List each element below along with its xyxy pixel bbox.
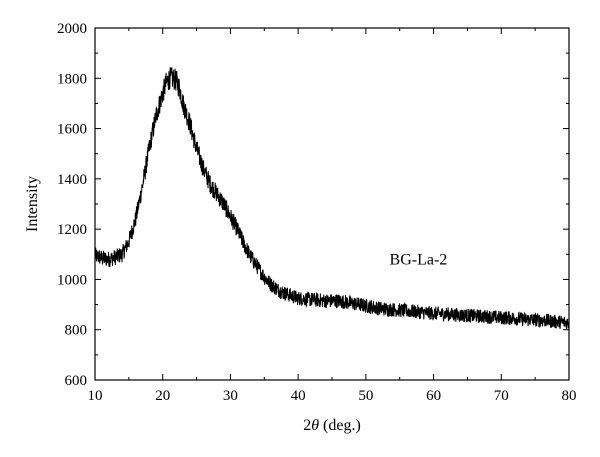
x-tick-labels: 10 20 30 40 50 60 70 80 <box>88 388 577 404</box>
x-tick-label: 80 <box>562 388 577 404</box>
x-tick-label: 30 <box>223 388 238 404</box>
x-tick-label: 50 <box>358 388 373 404</box>
y-tick-labels: 600 800 1000 1200 1400 1600 1800 2000 <box>57 21 87 389</box>
axis-ticks <box>94 27 570 381</box>
y-tick-label: 1600 <box>57 122 87 138</box>
y-tick-label: 1000 <box>57 272 87 288</box>
x-tick-label: 40 <box>291 388 306 404</box>
x-tick-label: 70 <box>494 388 509 404</box>
series-annotation: BG-La-2 <box>390 251 448 268</box>
y-tick-label: 1800 <box>57 71 87 87</box>
x-tick-label: 20 <box>155 388 170 404</box>
x-tick-label: 10 <box>88 388 103 404</box>
y-tick-label: 1400 <box>57 172 87 188</box>
y-tick-label: 1200 <box>57 222 87 238</box>
y-axis-title: Intensity <box>24 176 41 232</box>
y-tick-label: 2000 <box>57 21 87 37</box>
y-tick-label: 800 <box>65 323 88 339</box>
y-tick-label: 600 <box>65 373 88 389</box>
series-line <box>94 67 570 330</box>
x-tick-label: 60 <box>426 388 441 404</box>
x-axis-title: 2θ (deg.) <box>303 417 361 434</box>
